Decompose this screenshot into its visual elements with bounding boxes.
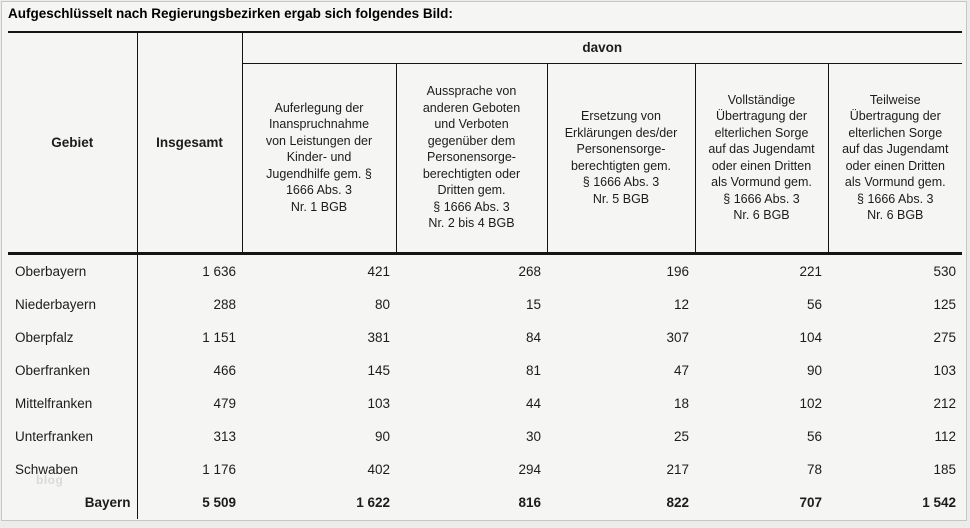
value-cell: 56 bbox=[806, 428, 822, 444]
table-row-oberpfalz: Oberpfalz 1 151 381 84 307 104 275 bbox=[8, 320, 962, 354]
value-cell: 1 622 bbox=[356, 494, 390, 510]
value-cell: 466 bbox=[213, 362, 236, 378]
value-cell: 421 bbox=[367, 263, 390, 279]
value-cell: 47 bbox=[673, 362, 689, 378]
value-cell: 12 bbox=[673, 296, 689, 312]
value-cell: 102 bbox=[799, 395, 822, 411]
column-header-teilweise-uebertragung: Teilweise Übertragung der elterlichen So… bbox=[827, 63, 963, 255]
value-cell: 80 bbox=[374, 296, 390, 312]
table-row-oberbayern: Oberbayern 1 636 421 268 196 221 530 bbox=[8, 253, 962, 288]
column-header-aussprache: Aussprache von anderen Geboten und Verbo… bbox=[395, 63, 547, 255]
column-header-vollstaendige-uebertragung: Vollständige Übertragung der elterlichen… bbox=[694, 63, 828, 255]
region-cell: Oberfranken bbox=[8, 353, 138, 387]
value-cell: 112 bbox=[934, 428, 957, 444]
table-row-mittelfranken: Mittelfranken 479 103 44 18 102 212 bbox=[8, 386, 962, 420]
column-header-gebiet: Gebiet bbox=[8, 31, 137, 255]
table-row-bayern-total: Bayern 5 509 1 622 816 822 707 1 542 bbox=[8, 485, 962, 519]
value-cell: 104 bbox=[799, 329, 822, 345]
value-cell: 90 bbox=[806, 362, 822, 378]
regierungsbezirke-table: Gebiet Insgesamt davon Auferlegung der I… bbox=[8, 31, 963, 519]
value-cell: 816 bbox=[518, 494, 541, 510]
value-cell: 402 bbox=[367, 461, 390, 477]
value-cell: 196 bbox=[666, 263, 689, 279]
value-cell: 381 bbox=[367, 329, 390, 345]
value-cell: 81 bbox=[525, 362, 541, 378]
value-cell: 18 bbox=[673, 395, 689, 411]
value-cell: 294 bbox=[518, 461, 541, 477]
value-cell: 221 bbox=[799, 263, 822, 279]
value-cell: 30 bbox=[525, 428, 541, 444]
value-cell: 125 bbox=[933, 296, 957, 312]
value-cell: 313 bbox=[213, 428, 236, 444]
region-cell: Schwaben bbox=[8, 452, 138, 486]
watermark: blog bbox=[36, 473, 64, 487]
value-cell: 1 542 bbox=[922, 494, 957, 510]
value-cell: 707 bbox=[799, 494, 822, 510]
value-cell: 84 bbox=[525, 329, 541, 345]
region-cell: Oberpfalz bbox=[8, 320, 138, 354]
column-header-auferlegung: Auferlegung der Inanspruchnahme von Leis… bbox=[241, 63, 396, 255]
table-row-unterfranken: Unterfranken 313 90 30 25 56 112 bbox=[8, 419, 962, 453]
value-cell: 479 bbox=[213, 395, 236, 411]
value-cell: 1 636 bbox=[202, 263, 236, 279]
value-cell: 1 176 bbox=[202, 461, 236, 477]
value-cell: 145 bbox=[367, 362, 390, 378]
value-cell: 15 bbox=[525, 296, 541, 312]
value-cell: 44 bbox=[525, 395, 541, 411]
value-cell: 1 151 bbox=[202, 329, 236, 345]
value-cell: 90 bbox=[374, 428, 390, 444]
page-title: Aufgeschlüsselt nach Regierungsbezirken … bbox=[8, 6, 453, 21]
region-cell: Unterfranken bbox=[8, 419, 138, 453]
value-cell: 185 bbox=[933, 461, 957, 477]
value-cell: 56 bbox=[806, 296, 822, 312]
region-cell: Mittelfranken bbox=[8, 386, 138, 420]
column-header-ersetzung: Ersetzung von Erklärungen des/der Person… bbox=[546, 63, 695, 255]
column-header-davon: davon bbox=[241, 31, 963, 64]
value-cell: 5 509 bbox=[202, 494, 236, 510]
value-cell: 25 bbox=[673, 428, 689, 444]
value-cell: 268 bbox=[518, 263, 541, 279]
region-cell: Bayern bbox=[8, 485, 138, 519]
value-cell: 103 bbox=[367, 395, 390, 411]
value-cell: 78 bbox=[806, 461, 822, 477]
region-cell: Oberbayern bbox=[8, 253, 138, 288]
value-cell: 103 bbox=[933, 362, 957, 378]
column-header-insgesamt: Insgesamt bbox=[136, 31, 242, 255]
value-cell: 822 bbox=[666, 494, 689, 510]
value-cell: 530 bbox=[933, 263, 957, 279]
value-cell: 212 bbox=[933, 395, 957, 411]
value-cell: 307 bbox=[666, 329, 689, 345]
value-cell: 217 bbox=[666, 461, 689, 477]
table-row-schwaben: Schwaben 1 176 402 294 217 78 185 bbox=[8, 452, 962, 486]
table-row-oberfranken: Oberfranken 466 145 81 47 90 103 bbox=[8, 353, 962, 387]
value-cell: 288 bbox=[213, 296, 236, 312]
value-cell: 275 bbox=[933, 329, 957, 345]
table-row-niederbayern: Niederbayern 288 80 15 12 56 125 bbox=[8, 287, 962, 321]
region-cell: Niederbayern bbox=[8, 287, 138, 321]
